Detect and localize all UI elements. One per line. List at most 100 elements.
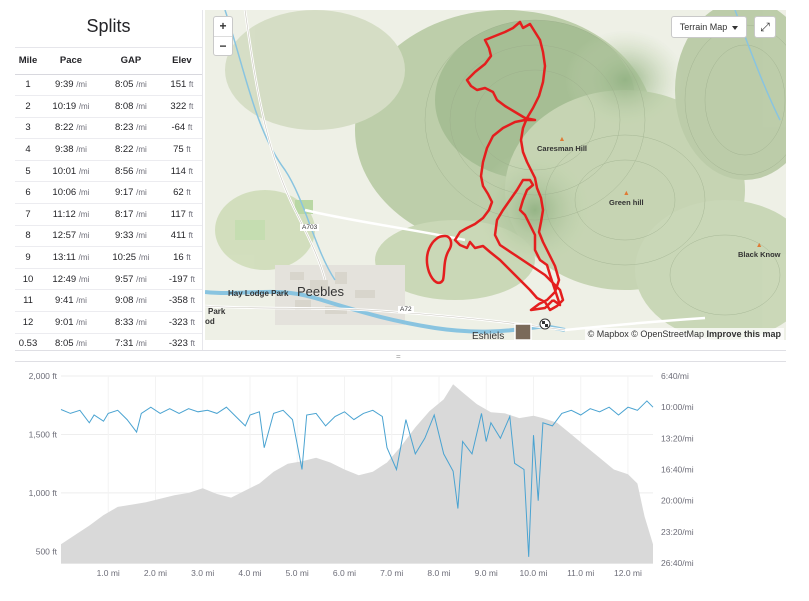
- resize-divider[interactable]: =: [15, 350, 786, 362]
- split-gap: 7:31 /mi: [100, 333, 161, 350]
- zoom-out-button[interactable]: −: [219, 39, 227, 53]
- distance-tick-label: 11.0 mi: [567, 568, 594, 578]
- split-gap: 8:08 /mi: [100, 95, 161, 118]
- split-gap: 9:57 /mi: [100, 268, 161, 291]
- split-pace-unit: /mi: [76, 80, 87, 90]
- map-attribution: © Mapbox © OpenStreetMap Improve this ma…: [584, 328, 784, 340]
- split-row[interactable]: 5 10:01 /mi 8:56 /mi 114 ft: [15, 160, 202, 183]
- split-row[interactable]: 6 10:06 /mi 9:17 /mi 62 ft: [15, 181, 202, 205]
- split-pace: 8:05 /mi: [41, 333, 101, 350]
- split-elev-unit: ft: [188, 80, 194, 90]
- split-gap-unit: /mi: [136, 339, 147, 349]
- split-row[interactable]: 7 11:12 /mi 8:17 /mi 117 ft: [15, 203, 202, 226]
- split-row[interactable]: 4 9:38 /mi 8:22 /mi 75 ft: [15, 138, 202, 161]
- split-pace: 10:19 /mi: [41, 95, 101, 118]
- split-pace: 12:57 /mi: [41, 225, 101, 248]
- hill-marker-green: ▲ Green hill: [609, 190, 644, 207]
- split-row[interactable]: 0.53 8:05 /mi 7:31 /mi -323 ft: [15, 333, 202, 350]
- zoom-in-button[interactable]: +: [214, 17, 232, 37]
- split-elev-unit: ft: [190, 339, 195, 349]
- split-row[interactable]: 10 12:49 /mi 9:57 /mi -197 ft: [15, 268, 202, 291]
- split-elev: 62 ft: [160, 181, 202, 205]
- pace-tick-label: 20:00/mi: [661, 496, 694, 506]
- pace-tick-label: 13:20/mi: [661, 433, 694, 443]
- split-elev-unit: ft: [187, 123, 193, 133]
- split-elev-unit: ft: [186, 145, 191, 155]
- split-gap-unit: /mi: [136, 123, 147, 133]
- split-pace-unit: /mi: [78, 166, 90, 176]
- split-gap: 8:05 /mi: [100, 74, 161, 97]
- fullscreen-button[interactable]: ⤢: [754, 16, 776, 38]
- split-gap: 8:23 /mi: [100, 117, 161, 140]
- split-mile: 4: [15, 138, 41, 161]
- split-pace: 13:11 /mi: [41, 246, 101, 269]
- split-row[interactable]: 2 10:19 /mi 8:08 /mi 322 ft: [15, 95, 202, 118]
- terrain-shading: [215, 10, 786, 340]
- splits-panel: Splits Mile Pace GAP Elev 1 9:39 /mi 8:05 …: [15, 10, 203, 350]
- split-gap-unit: /mi: [136, 80, 147, 90]
- split-gap-unit: /mi: [136, 188, 147, 198]
- split-mile: 8: [15, 225, 41, 248]
- split-gap-unit: /mi: [136, 166, 147, 176]
- split-elev-unit: ft: [188, 231, 194, 241]
- split-gap-unit: /mi: [136, 231, 147, 241]
- split-elev: -64 ft: [160, 117, 202, 140]
- split-pace: 8:22 /mi: [41, 117, 101, 140]
- split-row[interactable]: 9 13:11 /mi 10:25 /mi 16 ft: [15, 246, 202, 269]
- split-elev: -197 ft: [160, 268, 202, 291]
- split-elev: 16 ft: [160, 246, 202, 269]
- split-elev: 114 ft: [160, 160, 202, 183]
- osm-link[interactable]: © OpenStreetMap: [631, 329, 704, 339]
- eshiels-label: Eshiels: [472, 331, 505, 340]
- split-row[interactable]: 12 9:01 /mi 8:33 /mi -323 ft: [15, 311, 202, 334]
- pace-tick-label: 6:40/mi: [661, 371, 689, 381]
- split-gap-unit: /mi: [136, 317, 147, 327]
- split-pace: 9:39 /mi: [41, 74, 101, 97]
- distance-tick-label: 2.0 mi: [144, 568, 167, 578]
- split-gap-unit: /mi: [136, 101, 147, 111]
- distance-axis: 1.0 mi 2.0 mi 3.0 mi 4.0 mi 5.0 mi 6.0 mi 7.0 …: [97, 568, 642, 578]
- expand-icon: ⤢: [760, 20, 770, 34]
- pace-tick-label: 16:40/mi: [661, 465, 694, 475]
- split-elev-unit: ft: [190, 274, 195, 284]
- splits-title: Splits: [15, 10, 202, 48]
- split-gap: 8:22 /mi: [100, 138, 161, 161]
- distance-tick-label: 6.0 mi: [333, 568, 356, 578]
- split-row[interactable]: 8 12:57 /mi 9:33 /mi 411 ft: [15, 225, 202, 248]
- splits-table: Mile Pace GAP Elev 1 9:39 /mi 8:05 /mi 151 …: [15, 48, 202, 350]
- split-mile: 10: [15, 268, 41, 291]
- map-style-dropdown[interactable]: Terrain Map: [671, 16, 747, 38]
- split-gap-unit: /mi: [136, 145, 147, 155]
- split-gap: 10:25 /mi: [100, 246, 161, 269]
- elevation-area: [61, 384, 653, 563]
- pace-axis: 6:40/mi 10:00/mi 13:20/mi 16:40/mi 20:00/mi 2…: [661, 371, 694, 568]
- split-pace: 10:01 /mi: [41, 160, 101, 183]
- split-pace-unit: /mi: [78, 101, 90, 111]
- river: [205, 289, 566, 334]
- split-row[interactable]: 11 9:41 /mi 9:08 /mi -358 ft: [15, 289, 202, 313]
- elevation-tick-label: 1,000 ft: [29, 488, 58, 498]
- split-mile: 5: [15, 160, 41, 183]
- splits-header-row: Mile Pace GAP Elev: [15, 48, 202, 75]
- drag-handle-icon[interactable]: =: [396, 352, 401, 361]
- split-mile: 3: [15, 117, 41, 140]
- distance-tick-label: 4.0 mi: [238, 568, 261, 578]
- elevation-tick-label: 1,500 ft: [29, 429, 58, 439]
- split-elev: 322 ft: [160, 95, 202, 118]
- mapbox-link[interactable]: © Mapbox: [587, 329, 629, 339]
- route-map[interactable]: + − Terrain Map ⤢ Peebles Hay Lodge Park…: [205, 10, 786, 340]
- split-mile: 0.53: [15, 333, 41, 350]
- pace-tick-label: 10:00/mi: [661, 402, 694, 412]
- split-elev-unit: ft: [186, 188, 191, 198]
- improve-map-link[interactable]: Improve this map: [706, 329, 781, 339]
- split-row[interactable]: 3 8:22 /mi 8:23 /mi -64 ft: [15, 117, 202, 140]
- split-row[interactable]: 1 9:39 /mi 8:05 /mi 151 ft: [15, 74, 202, 97]
- split-mile: 9: [15, 246, 41, 269]
- distance-tick-label: 7.0 mi: [380, 568, 403, 578]
- split-pace-unit: /mi: [76, 339, 87, 349]
- split-elev: -358 ft: [160, 289, 202, 313]
- split-elev-unit: ft: [188, 209, 194, 219]
- elevation-pace-chart[interactable]: 2,000 ft 1,500 ft 1,000 ft 500 ft 6:40/mi 10…: [15, 362, 786, 601]
- split-pace-unit: /mi: [78, 253, 90, 263]
- split-mile: 1: [15, 74, 41, 97]
